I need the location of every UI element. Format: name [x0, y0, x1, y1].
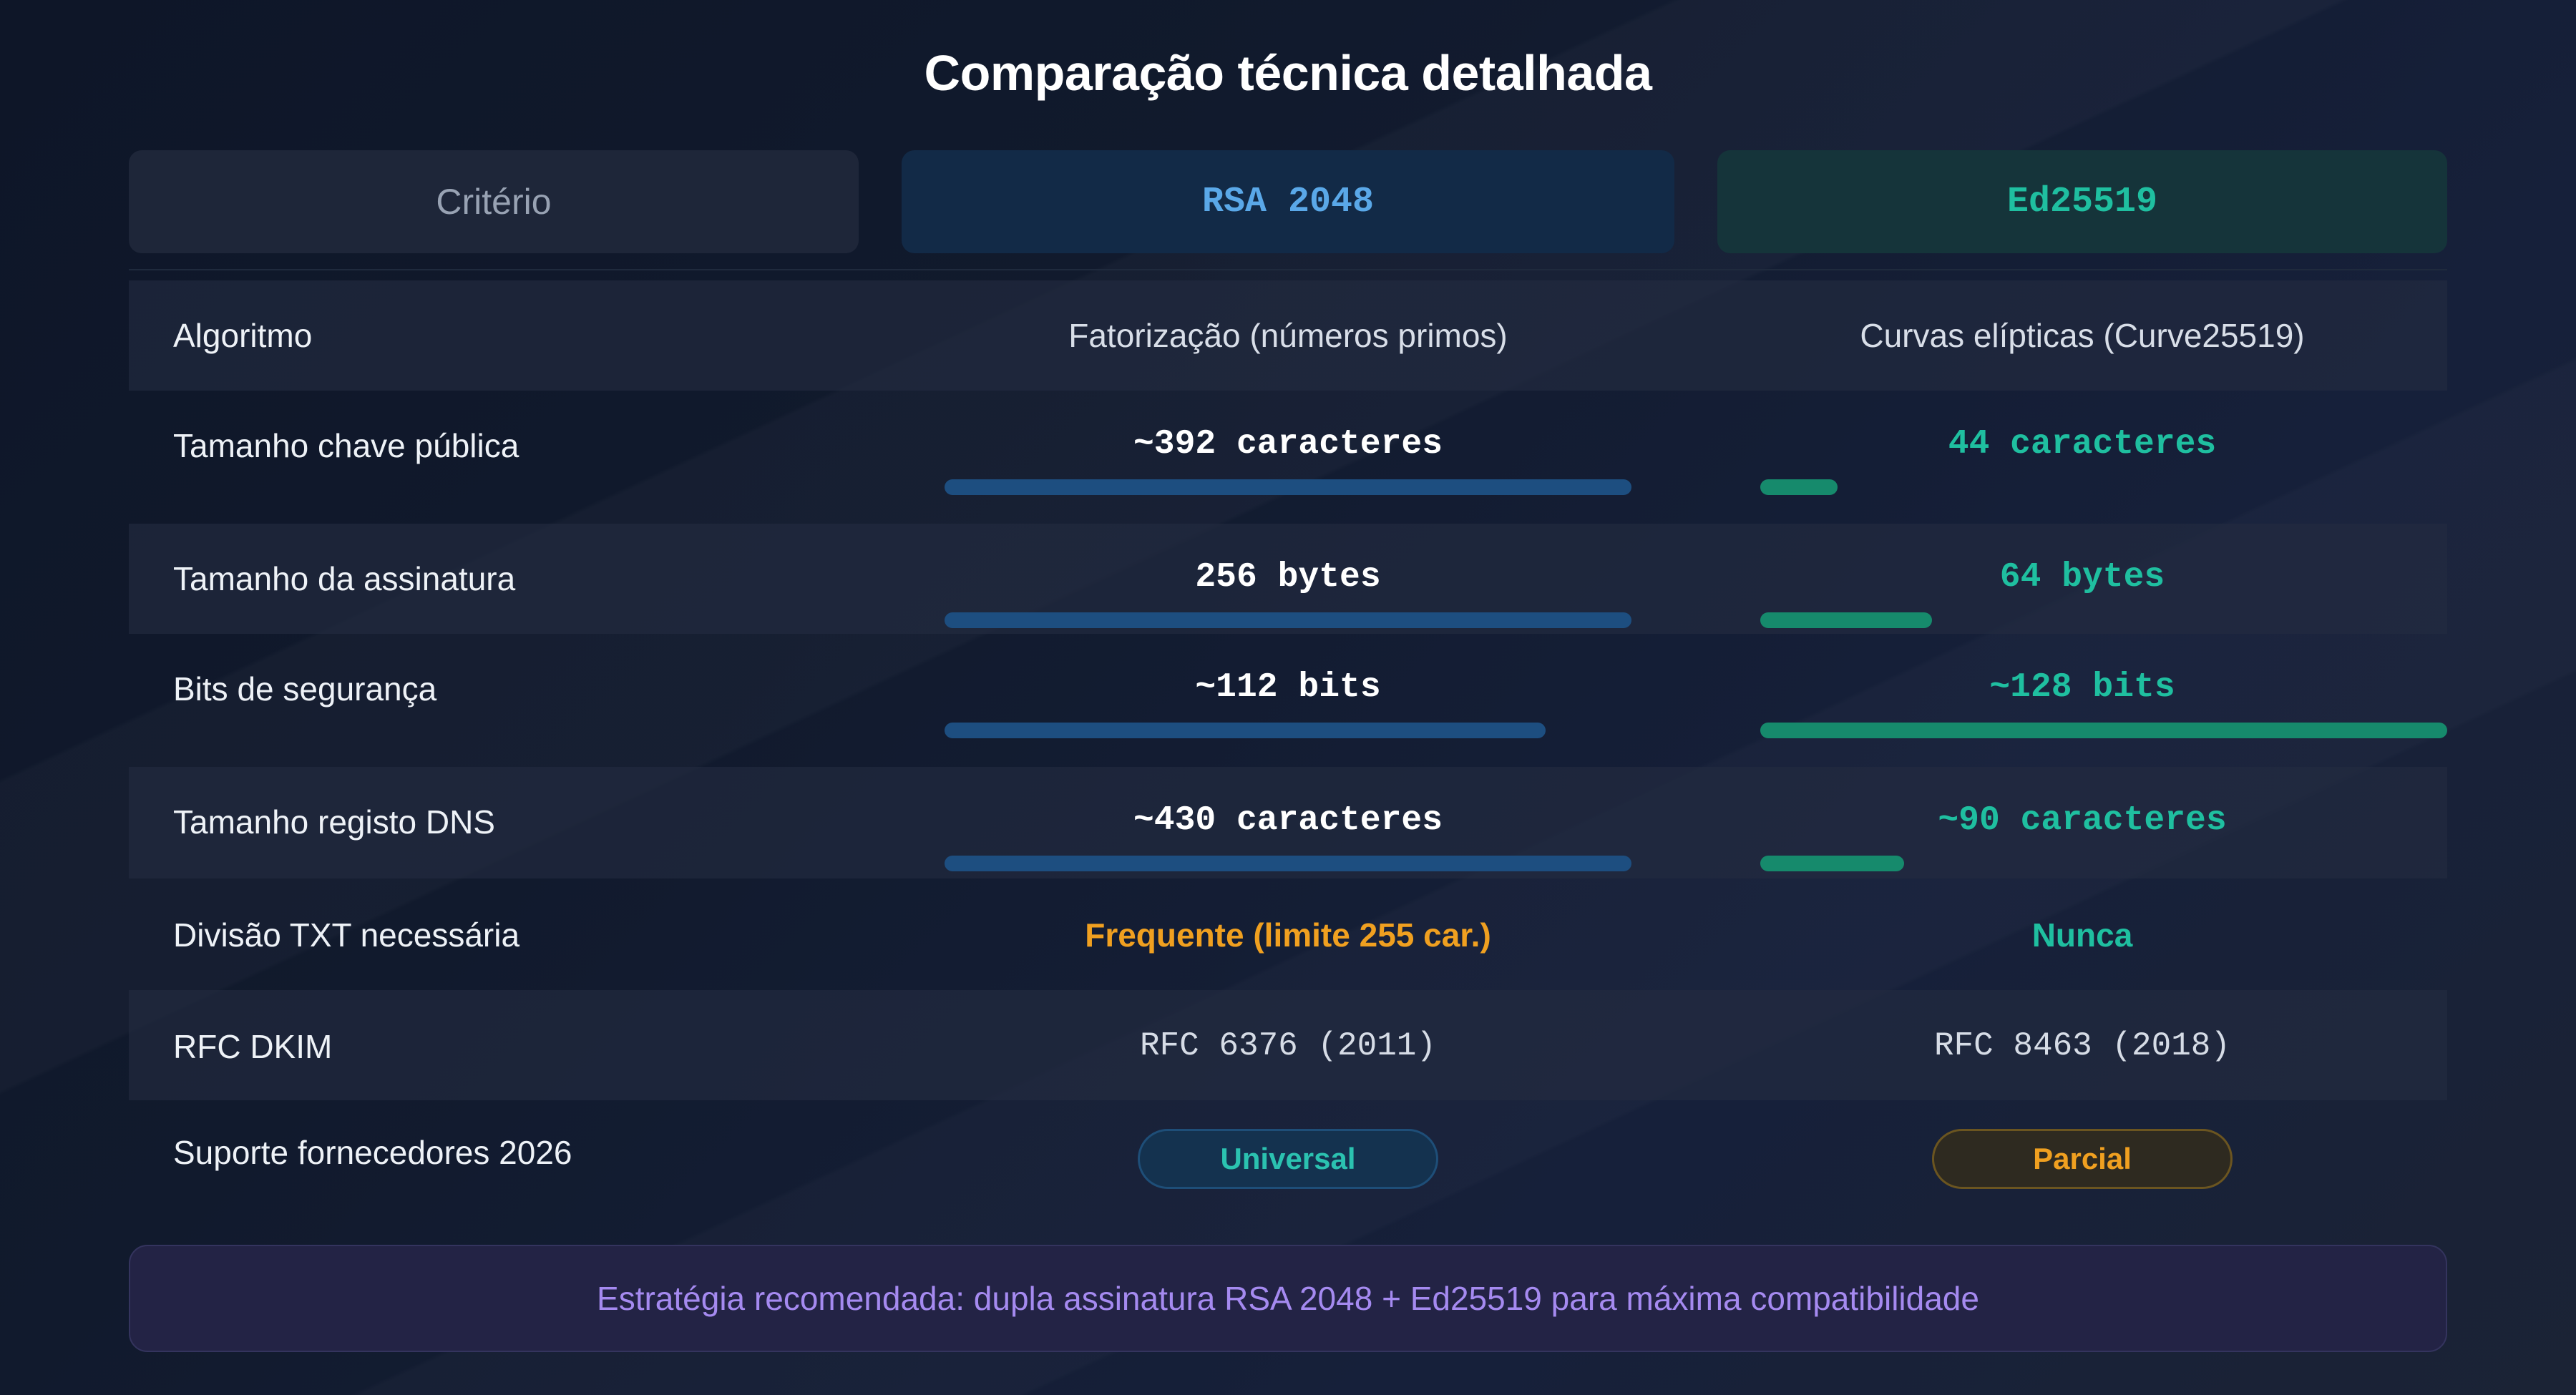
ed25519-size-bar	[1760, 856, 1904, 871]
header-rsa-2048: RSA 2048	[902, 150, 1674, 253]
table-row-algorithm: Algoritmo Fatorização (números primos) C…	[129, 280, 2447, 391]
ed25519-size-bar	[1760, 479, 1838, 495]
rsa-size-bar	[945, 856, 1631, 871]
ed25519-value: ~128 bits	[1989, 668, 2175, 707]
row-label: Suporte fornecedores 2026	[173, 1134, 572, 1171]
header-criterion: Critério	[129, 150, 859, 253]
ed25519-value: ~90 caracteres	[1938, 801, 2227, 840]
rsa-value: RFC 6376 (2011)	[1139, 1027, 1437, 1064]
recommendation-banner: Estratégia recomendada: dupla assinatura…	[129, 1245, 2447, 1352]
status-badge-universal: Universal	[1138, 1129, 1438, 1189]
row-label: Tamanho da assinatura	[173, 560, 516, 597]
status-badge-partial: Parcial	[1932, 1129, 2233, 1189]
table-row-security-bits: Bits de segurança ~112 bits ~128 bits	[129, 634, 2447, 767]
page-title: Comparação técnica detalhada	[924, 45, 1652, 101]
header-divider	[129, 269, 2447, 270]
header-ed25519: Ed25519	[1717, 150, 2447, 253]
rsa-value: ~430 caracteres	[1133, 801, 1443, 840]
ed25519-value: Nunca	[2031, 916, 2133, 954]
rsa-value: 256 bytes	[1195, 558, 1381, 597]
table-row-provider-support: Suporte fornecedores 2026 Universal Parc…	[129, 1100, 2447, 1215]
row-label: Divisão TXT necessária	[173, 916, 520, 954]
ed25519-size-bar	[1760, 723, 2447, 738]
table-row-rfc-dkim: RFC DKIM RFC 6376 (2011) RFC 8463 (2018)	[129, 990, 2447, 1100]
rsa-value: ~112 bits	[1195, 668, 1381, 707]
table-row-public-key-size: Tamanho chave pública ~392 caracteres 44…	[129, 391, 2447, 524]
rsa-size-bar	[945, 612, 1631, 628]
table-row-signature-size: Tamanho da assinatura 256 bytes 64 bytes	[129, 524, 2447, 634]
rsa-value: ~392 caracteres	[1133, 425, 1443, 464]
table-header: Critério RSA 2048 Ed25519	[129, 150, 2447, 253]
table-row-txt-split: Divisão TXT necessária Frequente (limite…	[129, 878, 2447, 990]
rsa-size-bar	[945, 479, 1631, 495]
ed25519-value: 44 caracteres	[1948, 425, 2217, 464]
table-row-dns-record-size: Tamanho registo DNS ~430 caracteres ~90 …	[129, 767, 2447, 878]
ed25519-value: RFC 8463 (2018)	[1933, 1027, 2231, 1064]
ed25519-value: 64 bytes	[1999, 558, 2165, 597]
comparison-panel: Comparação técnica detalhada Critério RS…	[129, 0, 2447, 1395]
rsa-value: Fatorização (números primos)	[1068, 317, 1508, 354]
row-label: Bits de segurança	[173, 670, 437, 708]
row-label: Tamanho registo DNS	[173, 803, 495, 841]
row-label: Algoritmo	[173, 317, 313, 354]
ed25519-size-bar	[1760, 612, 1932, 628]
rsa-value: Frequente (limite 255 car.)	[1085, 916, 1491, 954]
row-label: Tamanho chave pública	[173, 427, 519, 464]
ed25519-value: Curvas elípticas (Curve25519)	[1860, 317, 2305, 354]
rsa-size-bar	[945, 723, 1546, 738]
row-label: RFC DKIM	[173, 1028, 333, 1065]
